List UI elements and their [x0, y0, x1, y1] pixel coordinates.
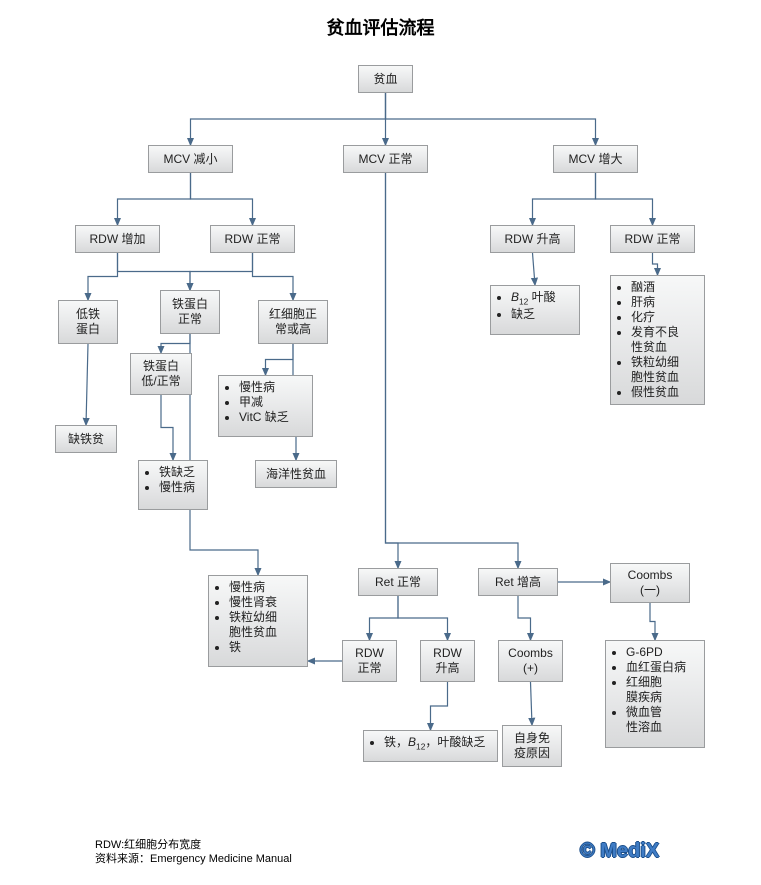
node-low_ferr: 低铁蛋白 [58, 300, 118, 344]
node-alcohol: 酗酒肝病化疗发育不良性贫血铁粒幼细胞性贫血假性贫血 [610, 275, 705, 405]
node-ret_norm: Ret 正常 [358, 568, 438, 596]
node-mcv_norm: MCV 正常 [343, 145, 428, 173]
node-rdw_norm2: RDW 正常 [610, 225, 695, 253]
node-coombs_pos: Coombs(+) [498, 640, 563, 682]
node-mcv_high: MCV 增大 [553, 145, 638, 173]
node-rdw_norm3: RDW正常 [342, 640, 397, 682]
node-root: 贫血 [358, 65, 413, 93]
node-ret_high: Ret 增高 [478, 568, 558, 596]
node-rdw_high2: RDW升高 [420, 640, 475, 682]
node-iron_def: 缺铁贫 [55, 425, 117, 453]
footer-note: RDW:红细胞分布宽度资料来源：Emergency Medicine Manua… [95, 838, 292, 867]
node-g6pd: G-6PD血红蛋白病红细胞膜疾病微血管性溶血 [605, 640, 705, 748]
page-title: 贫血评估流程 [0, 14, 761, 40]
node-coombs_neg: Coombs(一) [610, 563, 690, 603]
node-rdw_norm1: RDW 正常 [210, 225, 295, 253]
node-rdw_high: RDW 升高 [490, 225, 575, 253]
node-chronic2: 慢性病慢性肾衰铁粒幼细胞性贫血铁 [208, 575, 308, 667]
node-fe_chron: 铁缺乏慢性病 [138, 460, 208, 510]
node-ferr_norm: 铁蛋白正常 [160, 290, 220, 334]
node-autoimmune: 自身免疫原因 [502, 725, 562, 767]
node-rdw_inc: RDW 增加 [75, 225, 160, 253]
node-rbc_norm: 红细胞正常或高 [258, 300, 328, 344]
node-fe_b12: 铁，B12，叶酸缺乏 [363, 730, 498, 762]
watermark: © MediX [580, 840, 659, 863]
node-mcv_low: MCV 减小 [148, 145, 233, 173]
node-chronic1: 慢性病甲减VitC 缺乏 [218, 375, 313, 437]
node-thal: 海洋性贫血 [255, 460, 337, 488]
node-ferr_low: 铁蛋白低/正常 [130, 353, 192, 395]
diagram-canvas: 贫血评估流程 RDW:红细胞分布宽度资料来源：Emergency Medicin… [0, 0, 761, 885]
node-b12: B12 叶酸缺乏 [490, 285, 580, 335]
